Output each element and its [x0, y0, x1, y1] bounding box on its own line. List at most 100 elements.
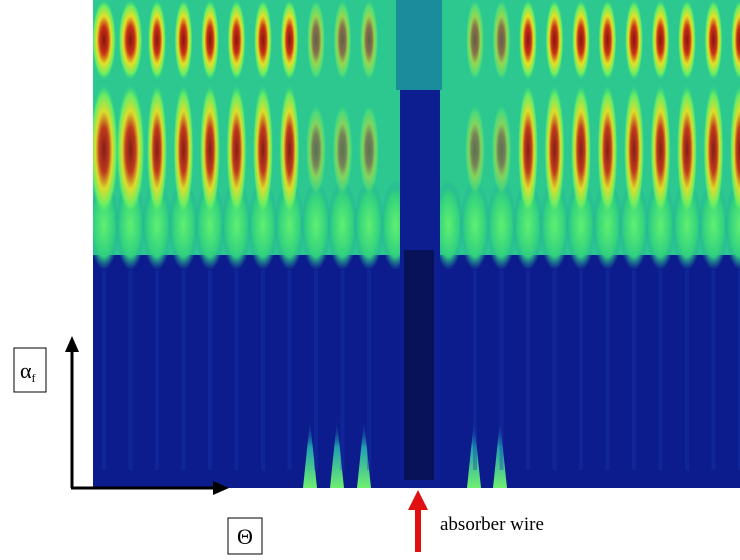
faint-streak — [102, 270, 106, 470]
faint-streak — [526, 270, 530, 470]
lower-lobe — [597, 85, 618, 215]
faint-streak — [208, 270, 212, 470]
lower-lobe — [703, 85, 724, 215]
lobe-base — [645, 180, 676, 270]
lobe-base — [513, 180, 543, 270]
bottom-spike — [330, 420, 344, 488]
faint-streak — [181, 270, 186, 470]
absorber-top — [396, 0, 442, 90]
lower-lobe — [93, 85, 118, 215]
detector-image — [93, 0, 740, 488]
faint-streak — [261, 270, 265, 470]
lobe-base — [698, 180, 729, 270]
upper-streak — [572, 0, 590, 80]
faint-streak — [340, 270, 345, 470]
bottom-spike — [303, 420, 317, 488]
upper-streak — [625, 0, 643, 80]
lobe-base — [433, 180, 464, 270]
lower-lobe — [226, 85, 247, 215]
lobe-base — [327, 180, 358, 270]
lobe-base — [539, 180, 570, 270]
lower-lobe — [677, 85, 697, 215]
lower-lobe — [491, 105, 512, 195]
lower-lobe — [279, 85, 300, 215]
lower-lobe — [624, 85, 644, 215]
lower-lobe — [730, 85, 740, 215]
x-label-box — [227, 517, 263, 555]
upper-streak — [174, 0, 193, 80]
x-axis-label: Θ — [237, 524, 253, 549]
faint-streak — [367, 270, 371, 470]
upper-streak — [333, 0, 352, 80]
bottom-spike — [493, 420, 507, 488]
upper-streak — [704, 0, 723, 80]
y-label-subscript: f — [32, 371, 36, 385]
lower-lobe — [465, 105, 485, 195]
lobe-base — [592, 180, 623, 270]
lobe-base — [274, 180, 305, 270]
lobe-base — [168, 180, 199, 270]
upper-streak — [598, 0, 617, 80]
annotation: absorber wire — [440, 514, 544, 535]
lower-lobe — [518, 85, 538, 215]
upper-streak — [360, 0, 378, 80]
faint-streak — [234, 270, 239, 470]
lobe-base — [248, 180, 278, 270]
absorber-core — [404, 250, 434, 480]
upper-streak — [280, 0, 299, 80]
faint-streak — [685, 270, 689, 470]
lower-lobe — [359, 105, 379, 195]
faint-streak — [552, 270, 557, 470]
faint-streak — [155, 270, 159, 470]
faint-streak — [658, 270, 663, 470]
lower-lobe — [253, 85, 273, 215]
lower-lobe — [571, 85, 591, 215]
lower-lobe — [306, 105, 326, 195]
annotation-arrowhead — [408, 490, 428, 510]
upper-streak — [93, 0, 116, 80]
lower-lobe — [332, 105, 353, 195]
lobe-base — [672, 180, 702, 270]
faint-streak — [605, 270, 610, 470]
faint-streak — [632, 270, 636, 470]
upper-streak — [731, 0, 740, 80]
upper-streak — [254, 0, 272, 80]
x-axis-arrowhead — [213, 481, 229, 495]
upper-streak — [227, 0, 246, 80]
upper-streak — [466, 0, 484, 80]
lobe-base — [195, 180, 225, 270]
faint-streak — [711, 270, 716, 470]
upper-streak — [651, 0, 670, 80]
lobe-base — [619, 180, 649, 270]
y-axis-label: αf — [20, 358, 36, 385]
upper-streak — [201, 0, 219, 80]
lobe-base — [566, 180, 596, 270]
faint-streak — [128, 270, 133, 470]
lobe-base — [221, 180, 252, 270]
bottom-spike — [467, 420, 481, 488]
upper-streak — [118, 0, 143, 80]
lower-lobe — [650, 85, 671, 215]
bottom-spike — [357, 420, 371, 488]
faint-streak — [579, 270, 583, 470]
lower-lobe — [544, 85, 565, 215]
lower-lobe — [173, 85, 194, 215]
y-label-symbol: α — [20, 358, 32, 383]
lower-lobe — [200, 85, 220, 215]
faint-streak — [287, 270, 292, 470]
faint-streak — [738, 270, 740, 470]
lobe-base — [142, 180, 172, 270]
faint-streak — [473, 270, 477, 470]
lobe-base — [486, 180, 517, 270]
y-axis-arrowhead — [65, 336, 79, 352]
lobe-base — [460, 180, 490, 270]
lobe-base — [301, 180, 331, 270]
upper-streak — [545, 0, 564, 80]
upper-streak — [148, 0, 166, 80]
upper-streak — [492, 0, 511, 80]
lobe-base — [354, 180, 384, 270]
faint-streak — [499, 270, 504, 470]
y-label-box — [13, 347, 47, 393]
lower-lobe — [147, 85, 167, 215]
